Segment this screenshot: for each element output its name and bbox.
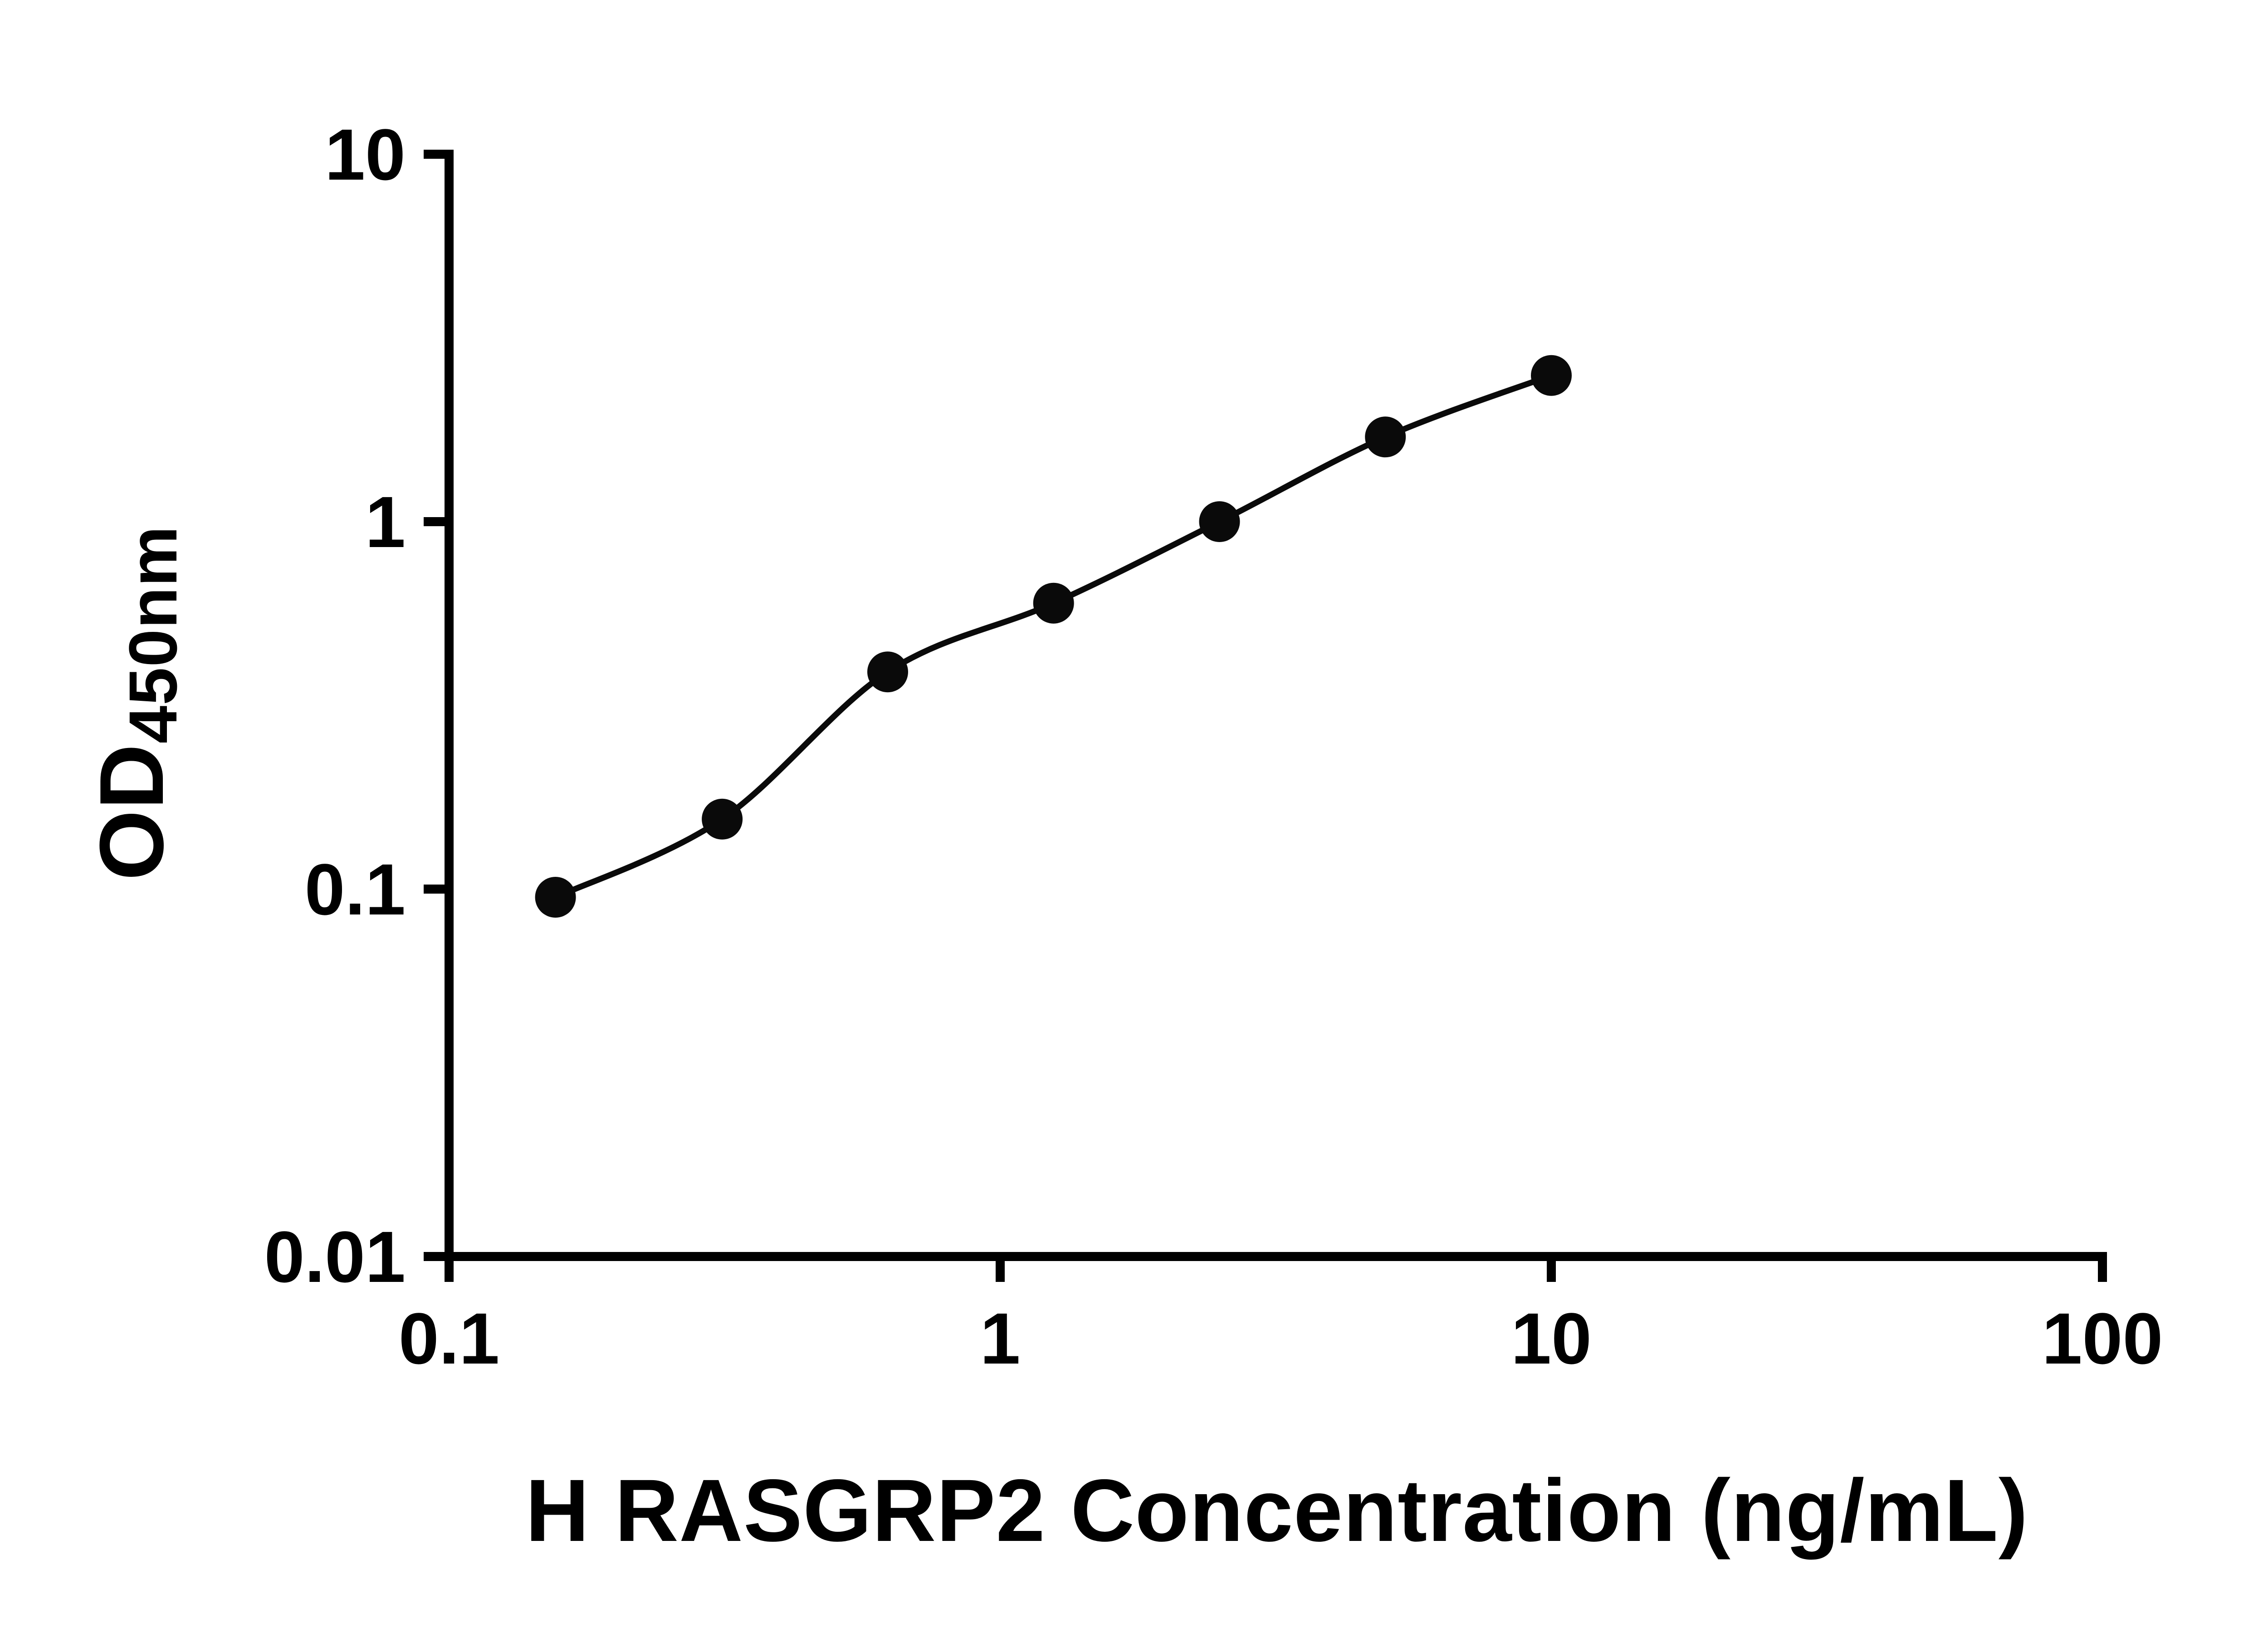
y-tick-label: 0.1: [305, 849, 406, 930]
y-axis-title: OD450nm: [80, 526, 192, 880]
x-tick-label: 100: [2042, 1298, 2163, 1379]
x-tick-label: 10: [1511, 1298, 1592, 1379]
data-point-marker: [702, 798, 743, 840]
x-tick-label: 1: [980, 1298, 1021, 1379]
data-point-marker: [1199, 501, 1240, 542]
y-tick-label: 0.01: [264, 1216, 406, 1297]
axes-frame: [445, 150, 2107, 1261]
data-point-marker: [1531, 355, 1572, 396]
data-point-marker: [535, 877, 576, 918]
data-point-marker: [867, 651, 908, 693]
data-point-marker: [1365, 416, 1406, 458]
y-axis-title-subscript: 450nm: [115, 525, 191, 744]
x-tick-label: 0.1: [399, 1298, 499, 1379]
y-tick-label: 1: [365, 481, 406, 562]
y-axis-title-main: OD: [81, 743, 182, 881]
x-axis-title: H RASGRP2 Concentration (ng/mL): [525, 1461, 2028, 1560]
y-tick-label: 10: [325, 114, 406, 195]
data-point-marker: [1033, 582, 1074, 624]
